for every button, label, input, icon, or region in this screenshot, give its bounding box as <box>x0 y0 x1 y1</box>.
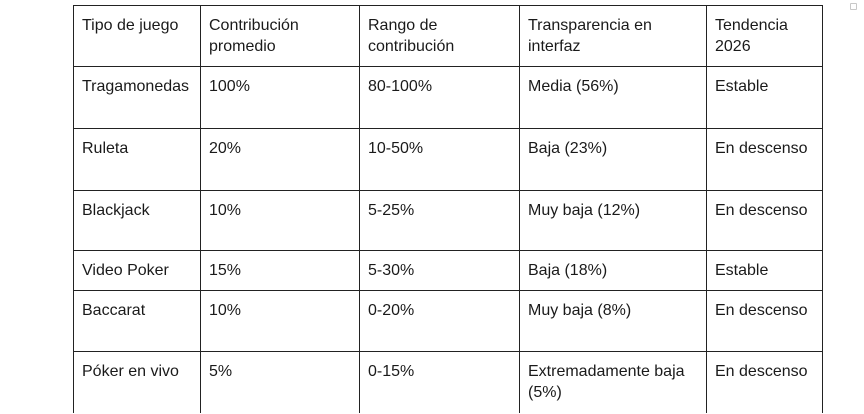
table-cell: Muy baja (8%) <box>519 290 707 352</box>
header-cell-tendencia: Tendencia 2026 <box>706 5 823 67</box>
table-row: Baccarat 10% 0-20% Muy baja (8%) En desc… <box>73 290 823 352</box>
table-row: Tragamonedas 100% 80-100% Media (56%) Es… <box>73 66 823 129</box>
table-cell: 15% <box>200 250 360 291</box>
table-cell: En descenso <box>706 351 823 413</box>
table-row: Ruleta 20% 10-50% Baja (23%) En descenso <box>73 128 823 191</box>
header-cell-tipo-de-juego: Tipo de juego <box>73 5 201 67</box>
table-cell: 5% <box>200 351 360 413</box>
table-cell: 100% <box>200 66 360 129</box>
table-cell: Estable <box>706 250 823 291</box>
corner-mark <box>850 3 857 10</box>
table-cell: Baja (18%) <box>519 250 707 291</box>
table-cell: Estable <box>706 66 823 129</box>
header-cell-contribucion-promedio: Contribución promedio <box>200 5 360 67</box>
table-cell: Baccarat <box>73 290 201 352</box>
table-cell: 5-25% <box>359 190 520 251</box>
table-cell: 80-100% <box>359 66 520 129</box>
table-cell: Blackjack <box>73 190 201 251</box>
table-cell: 0-15% <box>359 351 520 413</box>
table-cell: 10-50% <box>359 128 520 191</box>
header-cell-transparencia: Transparencia en interfaz <box>519 5 707 67</box>
table-row: Póker en vivo 5% 0-15% Extremadamente ba… <box>73 351 823 413</box>
table-cell: En descenso <box>706 128 823 191</box>
table-row: Blackjack 10% 5-25% Muy baja (12%) En de… <box>73 190 823 251</box>
table-cell: Extremadamente baja (5%) <box>519 351 707 413</box>
table-cell: En descenso <box>706 290 823 352</box>
table-cell: 10% <box>200 290 360 352</box>
data-table: Tipo de juego Contribución promedio Rang… <box>73 5 823 413</box>
table-header-row: Tipo de juego Contribución promedio Rang… <box>73 5 823 67</box>
table-cell: 20% <box>200 128 360 191</box>
table-cell: En descenso <box>706 190 823 251</box>
table-cell: Ruleta <box>73 128 201 191</box>
header-cell-rango-de-contribucion: Rango de contribución <box>359 5 520 67</box>
table-cell: 10% <box>200 190 360 251</box>
table-cell: Baja (23%) <box>519 128 707 191</box>
table-row: Video Poker 15% 5-30% Baja (18%) Estable <box>73 250 823 291</box>
table-cell: 5-30% <box>359 250 520 291</box>
table-cell: Póker en vivo <box>73 351 201 413</box>
table-cell: Media (56%) <box>519 66 707 129</box>
table-cell: Tragamonedas <box>73 66 201 129</box>
table-cell: Muy baja (12%) <box>519 190 707 251</box>
table-cell: 0-20% <box>359 290 520 352</box>
table-cell: Video Poker <box>73 250 201 291</box>
